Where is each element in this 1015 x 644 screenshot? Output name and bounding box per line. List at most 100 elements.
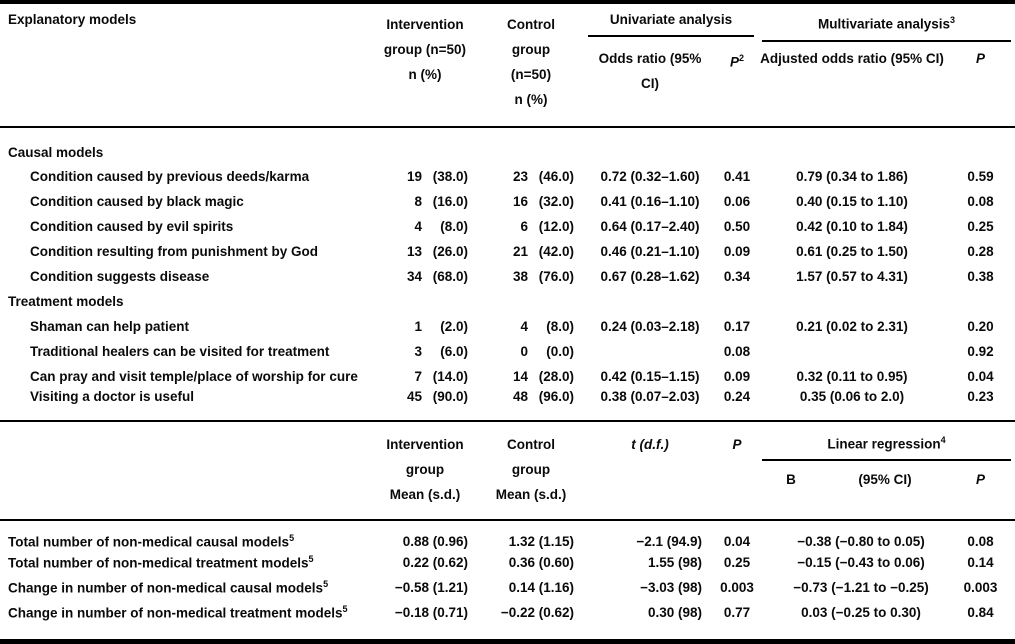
intervention-mean-sd: −0.58 (1.21): [394, 579, 468, 595]
adjusted-odds-ratio-value: 1.57 (0.57 to 4.31): [796, 268, 908, 284]
header-line: n (%): [514, 92, 548, 107]
header-line: Odds ratio (95%: [598, 50, 702, 66]
p-value-univariate: 0.34: [723, 268, 751, 284]
column-header-b: B: [758, 461, 825, 521]
header-line: n (%): [408, 67, 442, 82]
column-header-p-regression: P: [946, 461, 1015, 521]
intervention-n-pct: 1 (2.0): [414, 318, 468, 334]
column-header-control-mean: Control group Mean (s.d.): [478, 419, 584, 521]
intervention-n-pct: 3 (6.0): [414, 343, 468, 359]
table-row: Can pray and visit temple/place of worsh…: [0, 364, 1015, 389]
intervention-mean-sd: −0.18 (0.71): [394, 604, 468, 620]
table-row: Traditional healers can be visited for t…: [0, 339, 1015, 364]
p-value-multivariate: 0.23: [967, 388, 994, 404]
intervention-n-pct: 19 (38.0): [406, 168, 468, 184]
p-value-regression: 0.14: [967, 554, 994, 570]
odds-ratio-value: 0.41 (0.16–1.10): [600, 193, 700, 209]
odds-ratio-value: 0.67 (0.28–1.62): [600, 268, 700, 284]
explanatory-models-table: Explanatory models Intervention group (n…: [0, 4, 1015, 625]
table-row: Shaman can help patient 1 (2.0) 4 (8.0) 0.…: [0, 314, 1015, 339]
p-value-univariate: 0.06: [723, 193, 751, 209]
p-value-multivariate: 0.38: [967, 268, 994, 284]
p-value-univariate: 0.24: [723, 388, 751, 404]
header-line: Mean (s.d.): [495, 486, 567, 502]
table-row: Condition caused by evil spirits 4 (8.0) …: [0, 214, 1015, 239]
control-mean-sd: 1.32 (1.15): [508, 533, 574, 549]
footnote-marker: 5: [308, 553, 314, 564]
row-label: Change in number of non-medical causal m…: [8, 578, 329, 596]
table-row: Change in number of non-medical causal m…: [0, 575, 1015, 600]
odds-ratio-value: 0.42 (0.15–1.15): [600, 368, 700, 384]
odds-ratio-value: 0.38 (0.07–2.03): [600, 388, 700, 404]
table-row: Condition suggests disease 34 (68.0) 38 (7…: [0, 264, 1015, 289]
t-df-value: 1.55 (98): [647, 554, 702, 570]
column-header-95ci: (95% CI): [824, 461, 947, 521]
control-n-pct: 21 (42.0): [512, 243, 574, 259]
control-mean-sd: 0.36 (0.60): [508, 554, 574, 570]
control-n-pct: 38 (76.0): [512, 268, 574, 284]
header-line: CI): [641, 75, 659, 91]
adjusted-odds-ratio-value: 0.40 (0.15 to 1.10): [796, 193, 908, 209]
row-label: Condition caused by black magic: [30, 193, 244, 209]
intervention-n-pct: 13 (26.0): [406, 243, 468, 259]
table-row: Total number of non-medical treatment mo…: [0, 550, 1015, 575]
table-row: Visiting a doctor is useful 45 (90.0) 48(…: [0, 389, 1015, 421]
row-label: Condition caused by previous deeds/karma: [30, 168, 310, 184]
p-value-t: 0.04: [723, 533, 751, 549]
odds-ratio-value: 0.24 (0.03–2.18): [600, 318, 700, 334]
header-line: Intervention: [386, 17, 464, 32]
b-95ci-value: 0.03 (−0.25 to 0.30): [801, 604, 921, 620]
row-label: Condition suggests disease: [30, 268, 210, 284]
t-df-value: −2.1 (94.9): [636, 533, 702, 549]
intervention-n-pct: 45 (90.0): [406, 388, 468, 404]
adjusted-odds-ratio-value: 0.42 (0.10 to 1.84): [796, 218, 908, 234]
header-line: Control: [507, 436, 555, 452]
row-label: Visiting a doctor is useful: [30, 388, 195, 404]
adjusted-odds-ratio-value: 0.35 (0.06 to 2.0): [799, 388, 905, 404]
footnote-marker: 2: [739, 52, 745, 63]
t-df-value: 0.30 (98): [647, 604, 702, 620]
p-value-multivariate: 0.20: [967, 318, 994, 334]
p-value-univariate: 0.50: [723, 218, 751, 234]
footnote-marker: 3: [950, 15, 956, 25]
column-header-p-t: P: [716, 419, 759, 521]
control-n-pct: 14 (28.0): [512, 368, 574, 384]
table-row: Change in number of non-medical treatmen…: [0, 600, 1015, 625]
header-line: (n=50): [510, 67, 552, 82]
odds-ratio-value: 0.64 (0.17–2.40): [600, 218, 700, 234]
mid-header-spacer: [0, 419, 372, 521]
control-n-pct: 4 (8.0): [520, 318, 574, 334]
footnote-marker: 5: [323, 578, 329, 589]
adjusted-odds-ratio-value: 0.79 (0.34 to 1.86): [796, 168, 908, 184]
row-label: Total number of non-medical treatment mo…: [8, 553, 314, 571]
spanner-multivariate-analysis: Multivariate analysis3: [758, 4, 1015, 42]
control-mean-sd: 0.14 (1.16): [508, 579, 574, 595]
column-header-explanatory-models: Explanatory models: [0, 4, 372, 128]
b-95ci-value: −0.73 (−1.21 to −0.25): [793, 579, 929, 595]
table-row: Total number of non-medical causal model…: [0, 520, 1015, 550]
column-header-control-group: Control group (n=50) n (%): [478, 4, 584, 128]
control-n-pct: 48 (96.0): [512, 388, 574, 404]
header-line: group: [511, 42, 551, 57]
p-value-multivariate: 0.04: [967, 368, 994, 384]
column-header-p-multivariate: P: [946, 41, 1015, 128]
p-value-multivariate: 0.25: [967, 218, 994, 234]
header-line: group: [405, 461, 445, 477]
intervention-mean-sd: 0.22 (0.62): [402, 554, 468, 570]
p-value-regression: 0.08: [967, 533, 994, 549]
adjusted-odds-ratio-value: 0.21 (0.02 to 2.31): [796, 318, 908, 334]
intervention-n-pct: 7 (14.0): [414, 368, 468, 384]
p-value-t: 0.77: [723, 604, 751, 620]
intervention-n-pct: 4 (8.0): [414, 218, 468, 234]
control-n-pct: 23 (46.0): [512, 168, 574, 184]
header-line: Mean (s.d.): [389, 486, 461, 502]
header-line: Intervention: [386, 436, 464, 452]
b-95ci-value: −0.15 (−0.43 to 0.06): [797, 554, 925, 570]
section-heading-causal-models: Causal models: [8, 145, 104, 160]
p-value-t: 0.25: [723, 554, 751, 570]
p-value-univariate: 0.09: [723, 243, 751, 259]
column-header-intervention-group: Intervention group (n=50) n (%): [372, 4, 478, 128]
header-line: group (n=50): [383, 42, 467, 57]
footnote-marker: 5: [289, 533, 295, 543]
p-value-univariate: 0.17: [723, 318, 751, 334]
